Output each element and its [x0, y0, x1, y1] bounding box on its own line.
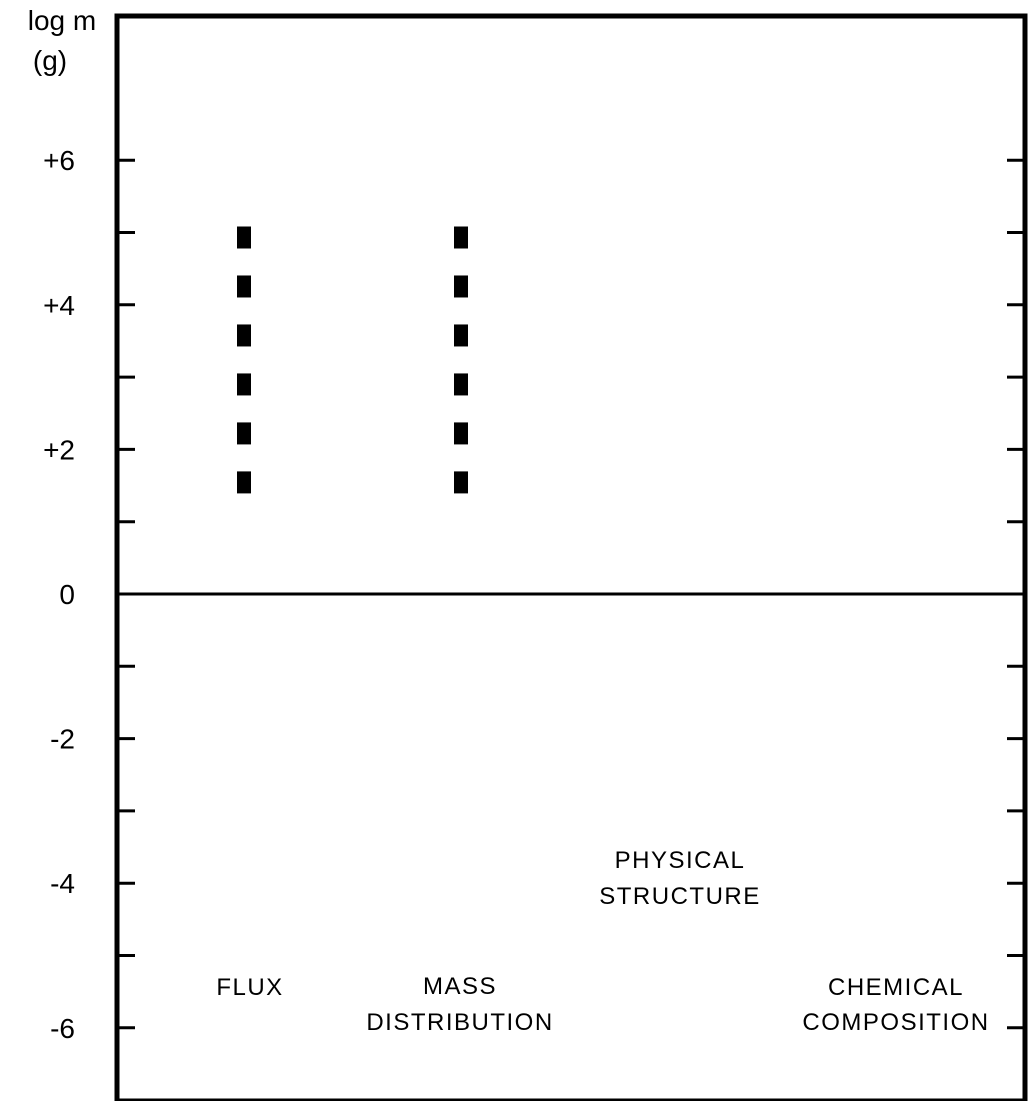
bar-label: FLUX: [216, 974, 283, 1001]
bar-dash-segment: [454, 373, 468, 396]
bar-label: COMPOSITION: [802, 1009, 989, 1036]
bar-label: PHYSICAL: [615, 847, 746, 874]
y-axis-unit: (g): [33, 45, 67, 76]
bar-label: STRUCTURE: [599, 883, 761, 910]
y-tick-label: +6: [43, 145, 75, 176]
bar-dash-segment: [454, 422, 468, 445]
bar-dash-segment: [454, 275, 468, 298]
bar-label: MASS: [423, 973, 497, 1000]
plot-frame: [114, 13, 1028, 1101]
bar-label: DISTRIBUTION: [366, 1009, 553, 1036]
bar-dash-segment: [237, 226, 251, 249]
y-tick-label: +2: [43, 434, 75, 465]
y-axis-label: log m: [28, 5, 96, 36]
bar-dash-segment: [454, 324, 468, 347]
y-tick-label: -6: [50, 1013, 75, 1044]
bar-dash-segment: [237, 324, 251, 347]
bar-dash-segment: [454, 471, 468, 494]
bar-label: CHEMICAL: [828, 974, 964, 1001]
y-tick-label: -2: [50, 724, 75, 755]
bar-dash-segment: [237, 373, 251, 396]
bar-dash-segment: [237, 422, 251, 445]
y-tick-label: -4: [50, 868, 75, 899]
y-tick-label: +4: [43, 290, 75, 321]
bar-dash-segment: [237, 275, 251, 298]
y-tick-label: 0: [59, 579, 75, 610]
bar-dash-segment: [454, 226, 468, 249]
bar-dash-segment: [237, 471, 251, 494]
